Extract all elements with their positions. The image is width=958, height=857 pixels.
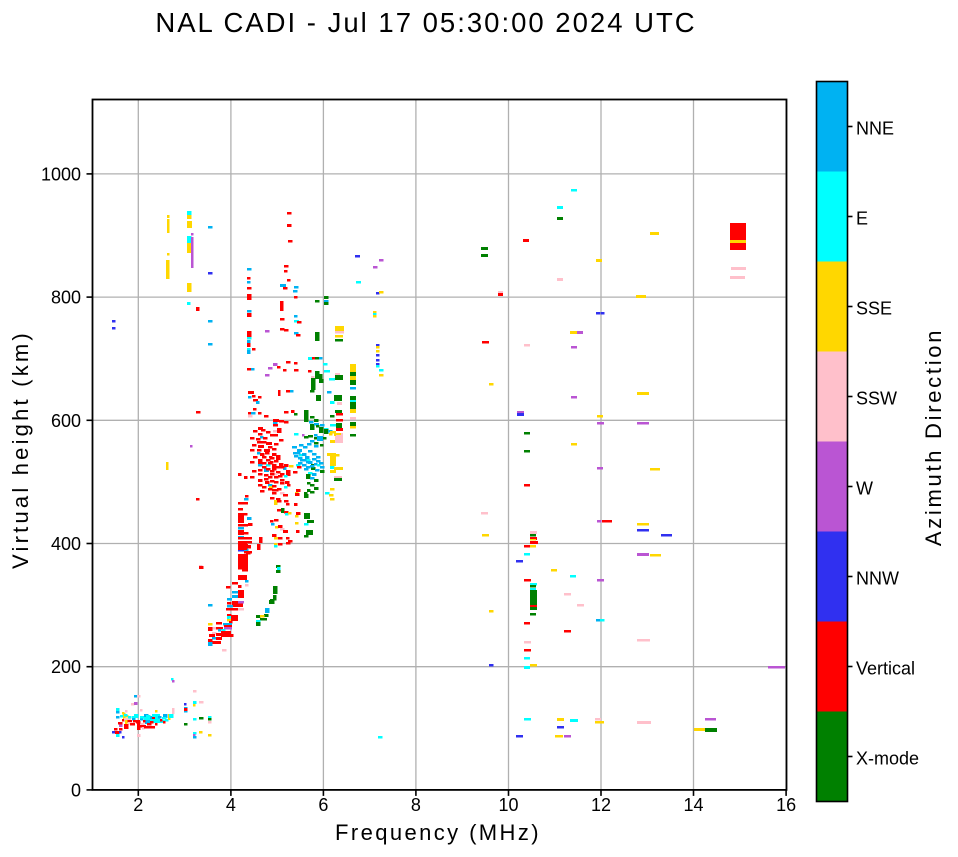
- svg-text:6: 6: [318, 795, 328, 815]
- svg-text:Frequency (MHz): Frequency (MHz): [335, 820, 541, 845]
- svg-text:SSW: SSW: [856, 389, 897, 409]
- svg-text:8: 8: [411, 795, 421, 815]
- svg-text:12: 12: [591, 795, 611, 815]
- svg-text:16: 16: [776, 795, 796, 815]
- svg-text:0: 0: [71, 780, 81, 800]
- svg-text:NAL CADI - Jul 17 05:30:00 202: NAL CADI - Jul 17 05:30:00 2024 UTC: [155, 7, 696, 38]
- svg-text:1000: 1000: [41, 164, 81, 184]
- svg-text:SSE: SSE: [856, 299, 892, 319]
- svg-text:NNE: NNE: [856, 119, 894, 139]
- svg-text:800: 800: [51, 288, 81, 308]
- svg-text:14: 14: [683, 795, 703, 815]
- svg-text:E: E: [856, 209, 868, 229]
- svg-text:600: 600: [51, 411, 81, 431]
- svg-text:Vertical: Vertical: [856, 659, 915, 679]
- svg-text:400: 400: [51, 534, 81, 554]
- svg-text:Virtual height (km): Virtual height (km): [8, 330, 33, 569]
- svg-text:10: 10: [498, 795, 518, 815]
- svg-text:X-mode: X-mode: [856, 749, 919, 769]
- svg-text:2: 2: [133, 795, 143, 815]
- svg-text:200: 200: [51, 657, 81, 677]
- svg-text:W: W: [856, 479, 873, 499]
- svg-text:Azimuth Direction: Azimuth Direction: [921, 328, 946, 546]
- svg-text:4: 4: [226, 795, 236, 815]
- svg-text:NNW: NNW: [856, 569, 899, 589]
